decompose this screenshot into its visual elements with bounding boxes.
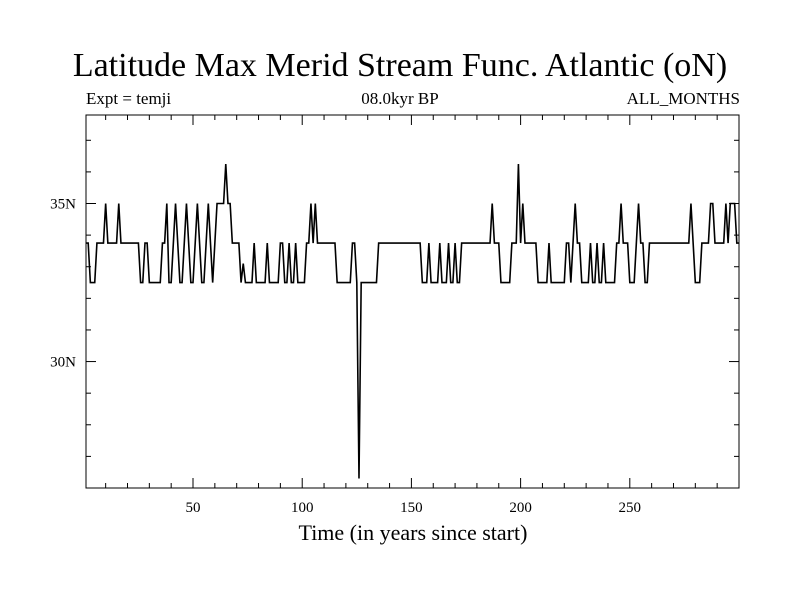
x-tick-label: 50 — [186, 500, 201, 516]
period-label: 08.0kyr BP — [361, 89, 439, 108]
y-tick-label: 30N — [50, 355, 76, 371]
axis-ticks — [86, 115, 740, 489]
y-tick-label: 35N — [50, 197, 76, 213]
x-tick-label: 150 — [400, 500, 423, 516]
x-tick-label: 200 — [509, 500, 532, 516]
x-axis-label: Time (in years since start) — [298, 520, 528, 545]
series-line — [86, 163, 739, 479]
axis-tick-labels: 50 100 150 200 250 30N 35N — [50, 197, 641, 516]
x-tick-label: 100 — [291, 500, 314, 516]
x-tick-label: 250 — [619, 500, 642, 516]
experiment-label: Expt = temji — [86, 89, 172, 108]
plot-frame — [85, 114, 740, 489]
chart-title: Latitude Max Merid Stream Func. Atlantic… — [72, 47, 728, 84]
months-label: ALL_MONTHS — [626, 89, 740, 108]
